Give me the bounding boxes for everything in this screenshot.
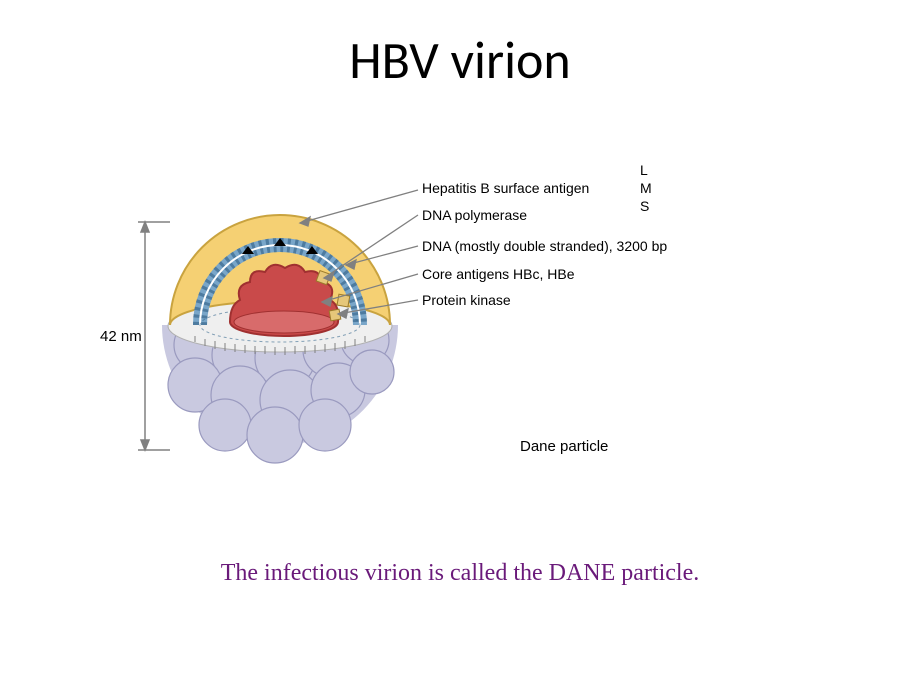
label-protein-kinase: Protein kinase xyxy=(422,292,511,308)
page-title: HBV virion xyxy=(0,28,920,92)
size-label: 42 nm xyxy=(100,328,142,345)
label-lms-l: L xyxy=(640,162,648,178)
label-lms-s: S xyxy=(640,198,649,214)
dane-particle-label: Dane particle xyxy=(520,438,608,455)
label-surface-antigen: Hepatitis B surface antigen xyxy=(422,180,589,196)
virion-diagram: Hepatitis B surface antigen L M S DNA po… xyxy=(100,150,740,510)
caption-text: The infectious virion is called the DANE… xyxy=(0,560,920,587)
label-core-antigens: Core antigens HBc, HBe xyxy=(422,266,575,282)
label-lms-m: M xyxy=(640,180,652,196)
label-dna: DNA (mostly double stranded), 3200 bp xyxy=(422,238,667,254)
label-dna-polymerase: DNA polymerase xyxy=(422,207,527,223)
